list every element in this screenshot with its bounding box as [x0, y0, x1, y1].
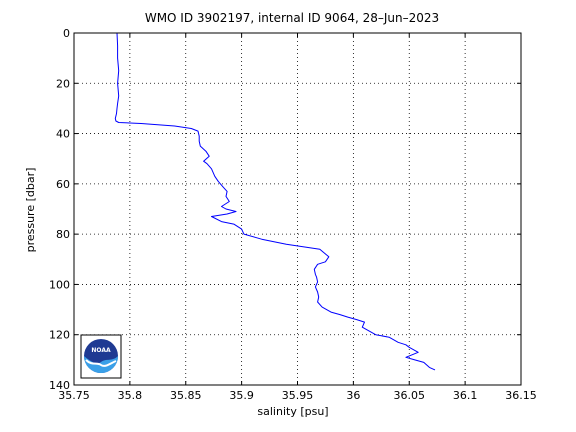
axis-ticks: 35.75 35.8 35.85 35.9 35.95 36 36.05 36.1 36.15 0…: [49, 27, 537, 402]
x-tick-label: 36: [346, 389, 360, 402]
y-tick-label: 20: [56, 77, 70, 90]
data-layer: [114, 32, 436, 371]
chart-title: WMO ID 3902197, internal ID 9064, 28–Jun…: [145, 11, 439, 25]
salinity-series-line: [114, 32, 436, 371]
grid-lines: [74, 33, 521, 385]
x-tick-label: 35.85: [170, 389, 202, 402]
y-tick-label: 140: [49, 379, 70, 392]
y-tick-label: 40: [56, 128, 70, 141]
x-tick-label: 35.75: [58, 389, 90, 402]
y-tick-label: 100: [49, 278, 70, 291]
x-axis-title: salinity [psu]: [257, 405, 328, 418]
noaa-logo: NOAA: [80, 334, 122, 379]
x-tick-label: 35.8: [118, 389, 143, 402]
y-tick-label: 80: [56, 228, 70, 241]
noaa-logo-text: NOAA: [91, 347, 111, 354]
x-tick-label: 35.95: [282, 389, 314, 402]
y-axis-title: pressure [dbar]: [24, 168, 37, 253]
x-tick-label: 36.05: [394, 389, 426, 402]
x-tick-label: 36.15: [505, 389, 537, 402]
y-tick-label: 60: [56, 178, 70, 191]
x-tick-label: 35.9: [229, 389, 254, 402]
y-tick-label: 120: [49, 329, 70, 342]
y-tick-label: 0: [63, 27, 70, 40]
x-tick-label: 36.1: [453, 389, 478, 402]
noaa-logo-gull-icon: [85, 359, 117, 367]
